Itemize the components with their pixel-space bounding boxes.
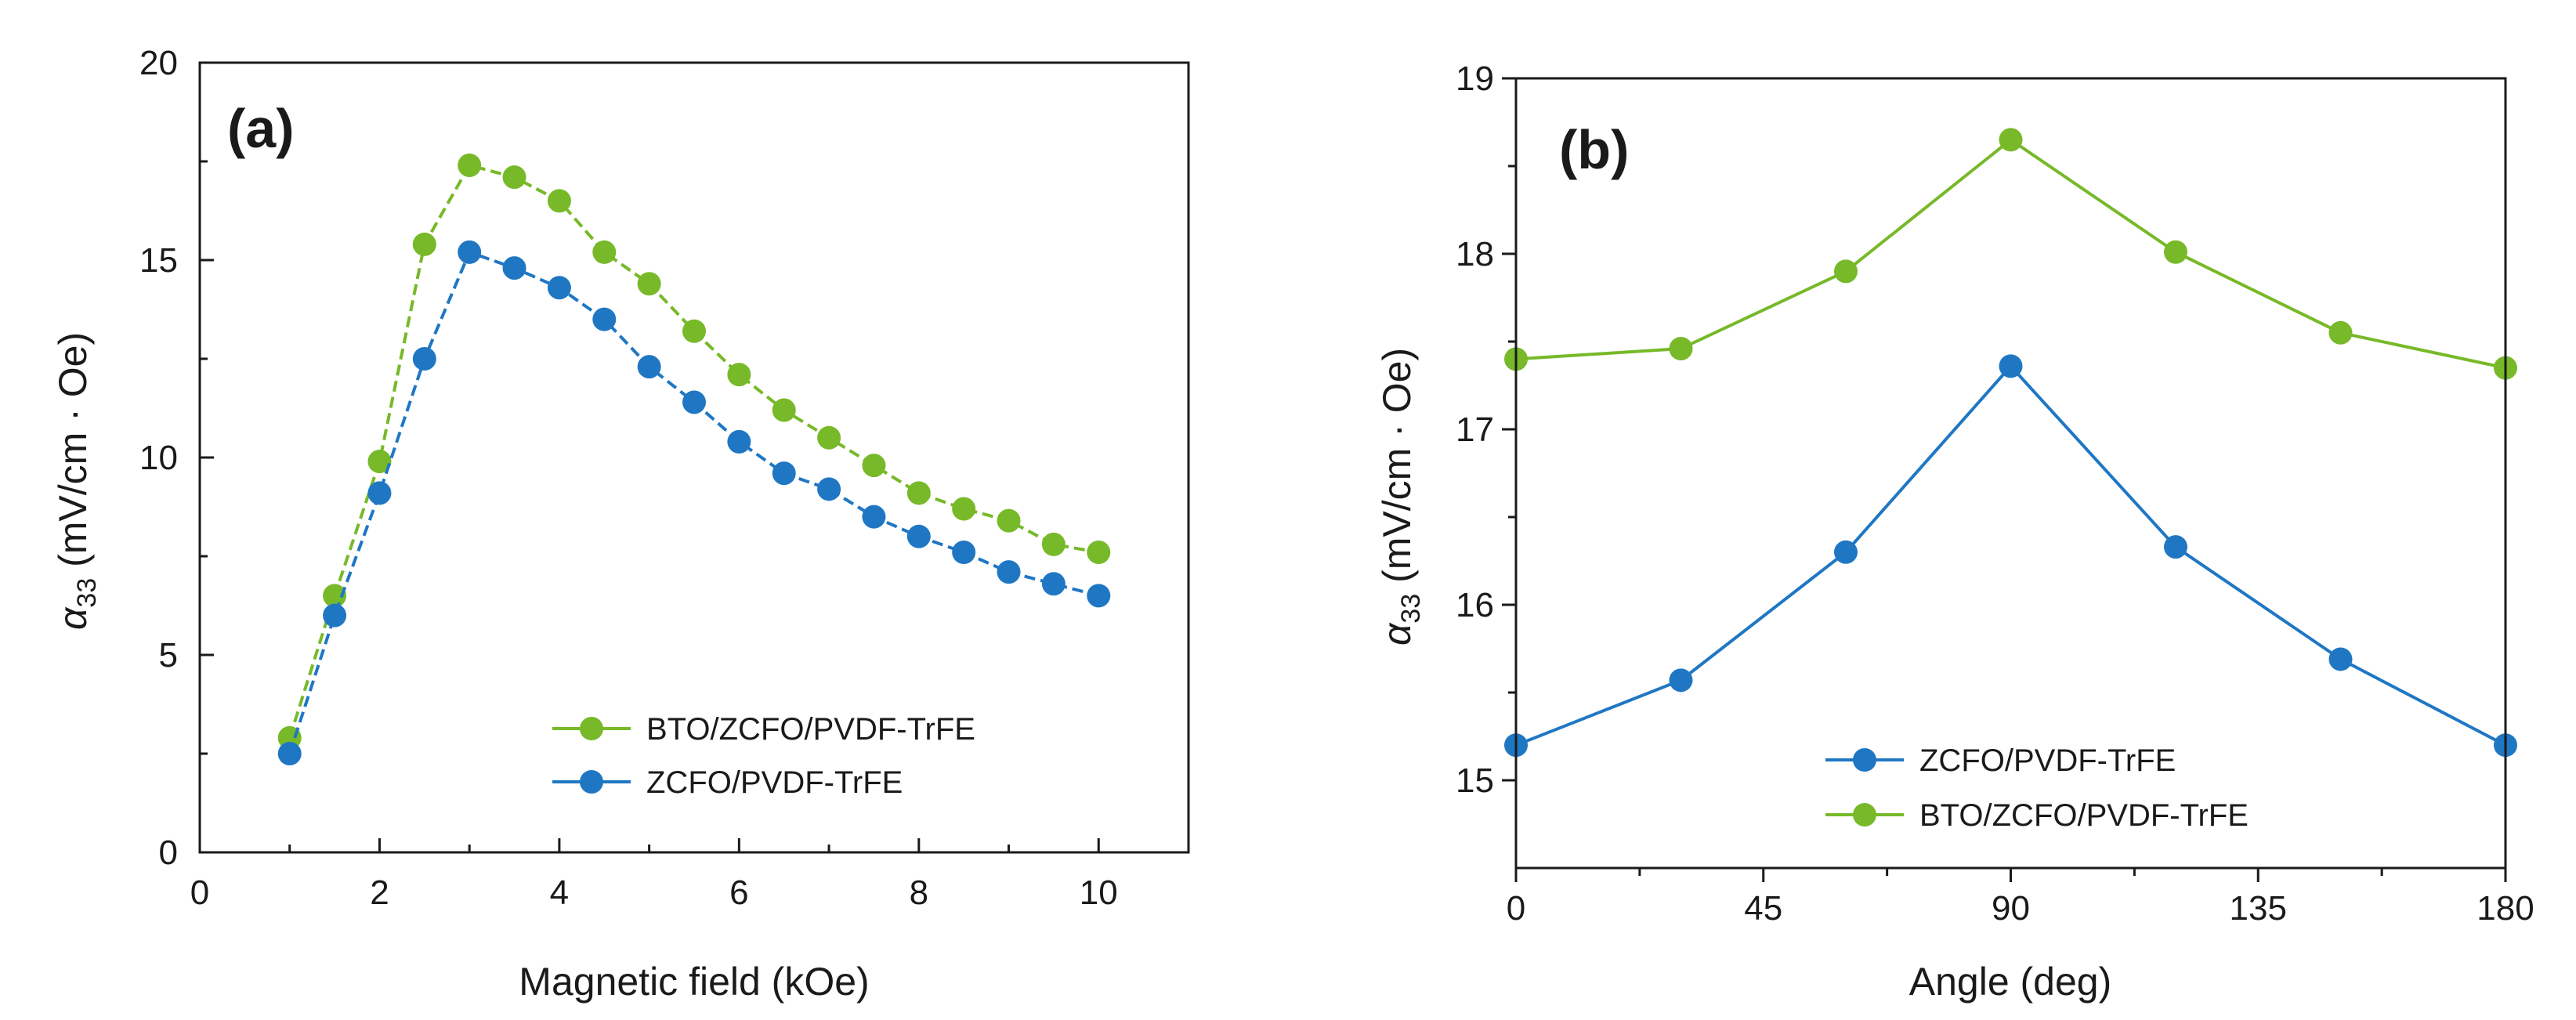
panel-b-y-tick-label: 17 [1456,411,1494,449]
panel-a-y-tick-label: 5 [159,636,178,675]
panel-b-x-tick-label: 180 [2477,889,2534,928]
panel-a-data-point [412,232,436,256]
panel-b-chart: 0 45 90 135 180 15 16 17 18 19 (b) Angle (deg) α3… [1375,60,2534,1004]
panel-a-legend: BTO/ZCFO/PVDF-TrFE ZCFO/PVDF-TrFE [552,712,975,800]
legend-marker [580,717,603,740]
panel-b-y-tick-label: 15 [1456,761,1494,800]
panel-b-data-point [2328,320,2353,345]
panel-b-x-tick-label: 90 [1992,889,2030,928]
panel-a-data-point [592,240,617,264]
legend-marker [1853,803,1876,826]
panel-b-legend: ZCFO/PVDF-TrFE BTO/ZCFO/PVDF-TrFE [1825,743,2249,833]
panel-b-data-point [1999,354,2023,378]
panel-b-x-tick-label: 0 [1507,889,1525,928]
panel-b-data-point [1669,668,1693,693]
panel-b-y-subscript: 33 [1396,594,1426,624]
panel-a-data-point [637,272,661,296]
legend-label: BTO/ZCFO/PVDF-TrFE [1919,798,2249,833]
panel-a-y-symbol: α [51,606,95,630]
panel-a-data-point [458,240,482,264]
panel-b-x-axis-title: Angle (deg) [1909,960,2112,1004]
panel-a-label: (a) [227,98,295,159]
legend-label: ZCFO/PVDF-TrFE [1919,743,2176,778]
panel-b-x-tick-label: 45 [1744,889,1782,928]
panel-b-y-tick-label: 19 [1456,60,1494,98]
panel-a-data-point [862,505,886,529]
panel-b-data-point [2164,535,2187,559]
panel-b-y-axis-title: α33 (mV/cm · Oe) [1375,348,1426,646]
panel-a-data-point [1041,532,1065,556]
panel-a-data-point [997,560,1021,584]
panel-a-x-tick-label: 0 [190,874,209,912]
panel-a-x-tick-label: 8 [910,874,928,912]
panel-a-data-point [906,481,931,505]
panel-a-data-point [817,477,841,501]
panel-a-data-point [277,742,302,765]
panel-a-y-tick-label: 0 [159,834,178,872]
panel-a-data-point [502,256,526,280]
panel-b-data-point [2164,240,2187,264]
panel-b-data-point [2328,647,2353,671]
panel-b-series-line [1515,137,2506,370]
panel-a-x-axis-title: Magnetic field (kOe) [519,960,869,1004]
panel-a-x-tick-label: 6 [729,874,748,912]
legend-marker [1853,748,1876,772]
panel-a-data-point [952,497,976,521]
panel-a-data-point [592,307,617,331]
legend-label: ZCFO/PVDF-TrFE [646,765,903,800]
panel-a-data-point [772,461,796,486]
panel-a-data-point [458,154,482,178]
panel-a-x-tick-label: 4 [550,874,569,912]
panel-b-y-symbol: α [1375,622,1419,646]
panel-a-data-point [412,347,436,371]
panel-a-y-axis-title: α33 (mV/cm · Oe) [51,332,102,630]
panel-a-chart: 0 2 4 6 8 10 0 5 10 15 20 (a) Magnetic field (kOe)… [51,44,1190,1004]
panel-a-data-point [727,429,751,454]
panel-a-series-line [288,163,1099,739]
panel-b-data-point [1669,336,1693,360]
panel-b-y-tick-label: 16 [1456,586,1494,624]
panel-a-data-point [772,398,796,422]
panel-a-data-point [367,450,392,474]
panel-a-data-point [323,603,347,628]
panel-b-y-unit: (mV/cm · Oe) [1375,348,1419,594]
panel-a-data-point [367,481,392,505]
panel-b-y-tick-label: 18 [1456,235,1494,273]
panel-a-y-tick-label: 10 [139,439,178,477]
panel-b-series-line [1515,364,2506,747]
panel-a-data-point [637,355,661,379]
panel-b-x-tick-label: 135 [2230,889,2287,928]
panel-a-data-point [952,540,976,564]
panel-a-x-tick-label: 2 [370,874,389,912]
panel-a-data-point [1087,584,1111,608]
panel-a-data-point [862,454,886,478]
panel-b-data-point [1834,540,1858,564]
panel-a-data-point [997,508,1021,533]
panel-a-data-point [682,390,706,414]
panel-a-data-point [727,363,751,387]
panel-a-data-point [323,584,347,608]
panel-b-data-point [1999,128,2023,152]
legend-marker [580,770,603,794]
panel-b-label: (b) [1559,119,1629,180]
panel-a-data-point [817,425,841,450]
panel-a-data-point [906,524,931,548]
panel-a-data-point [547,189,571,213]
panel-b-data-point [1834,259,1858,284]
panel-a-y-tick-label: 15 [139,241,178,280]
panel-a-y-unit: (mV/cm · Oe) [51,332,95,578]
panel-a-data-point [1087,540,1111,564]
panel-a-data-point [502,165,526,190]
legend-label: BTO/ZCFO/PVDF-TrFE [646,712,975,747]
panel-a-x-tick-label: 10 [1080,874,1118,912]
panel-a-y-tick-label: 20 [139,44,178,82]
panel-a-data-point [547,276,571,300]
panel-a-data-point [1041,572,1065,596]
panel-a-y-subscript: 33 [72,578,102,608]
panel-a-data-point [682,319,706,343]
